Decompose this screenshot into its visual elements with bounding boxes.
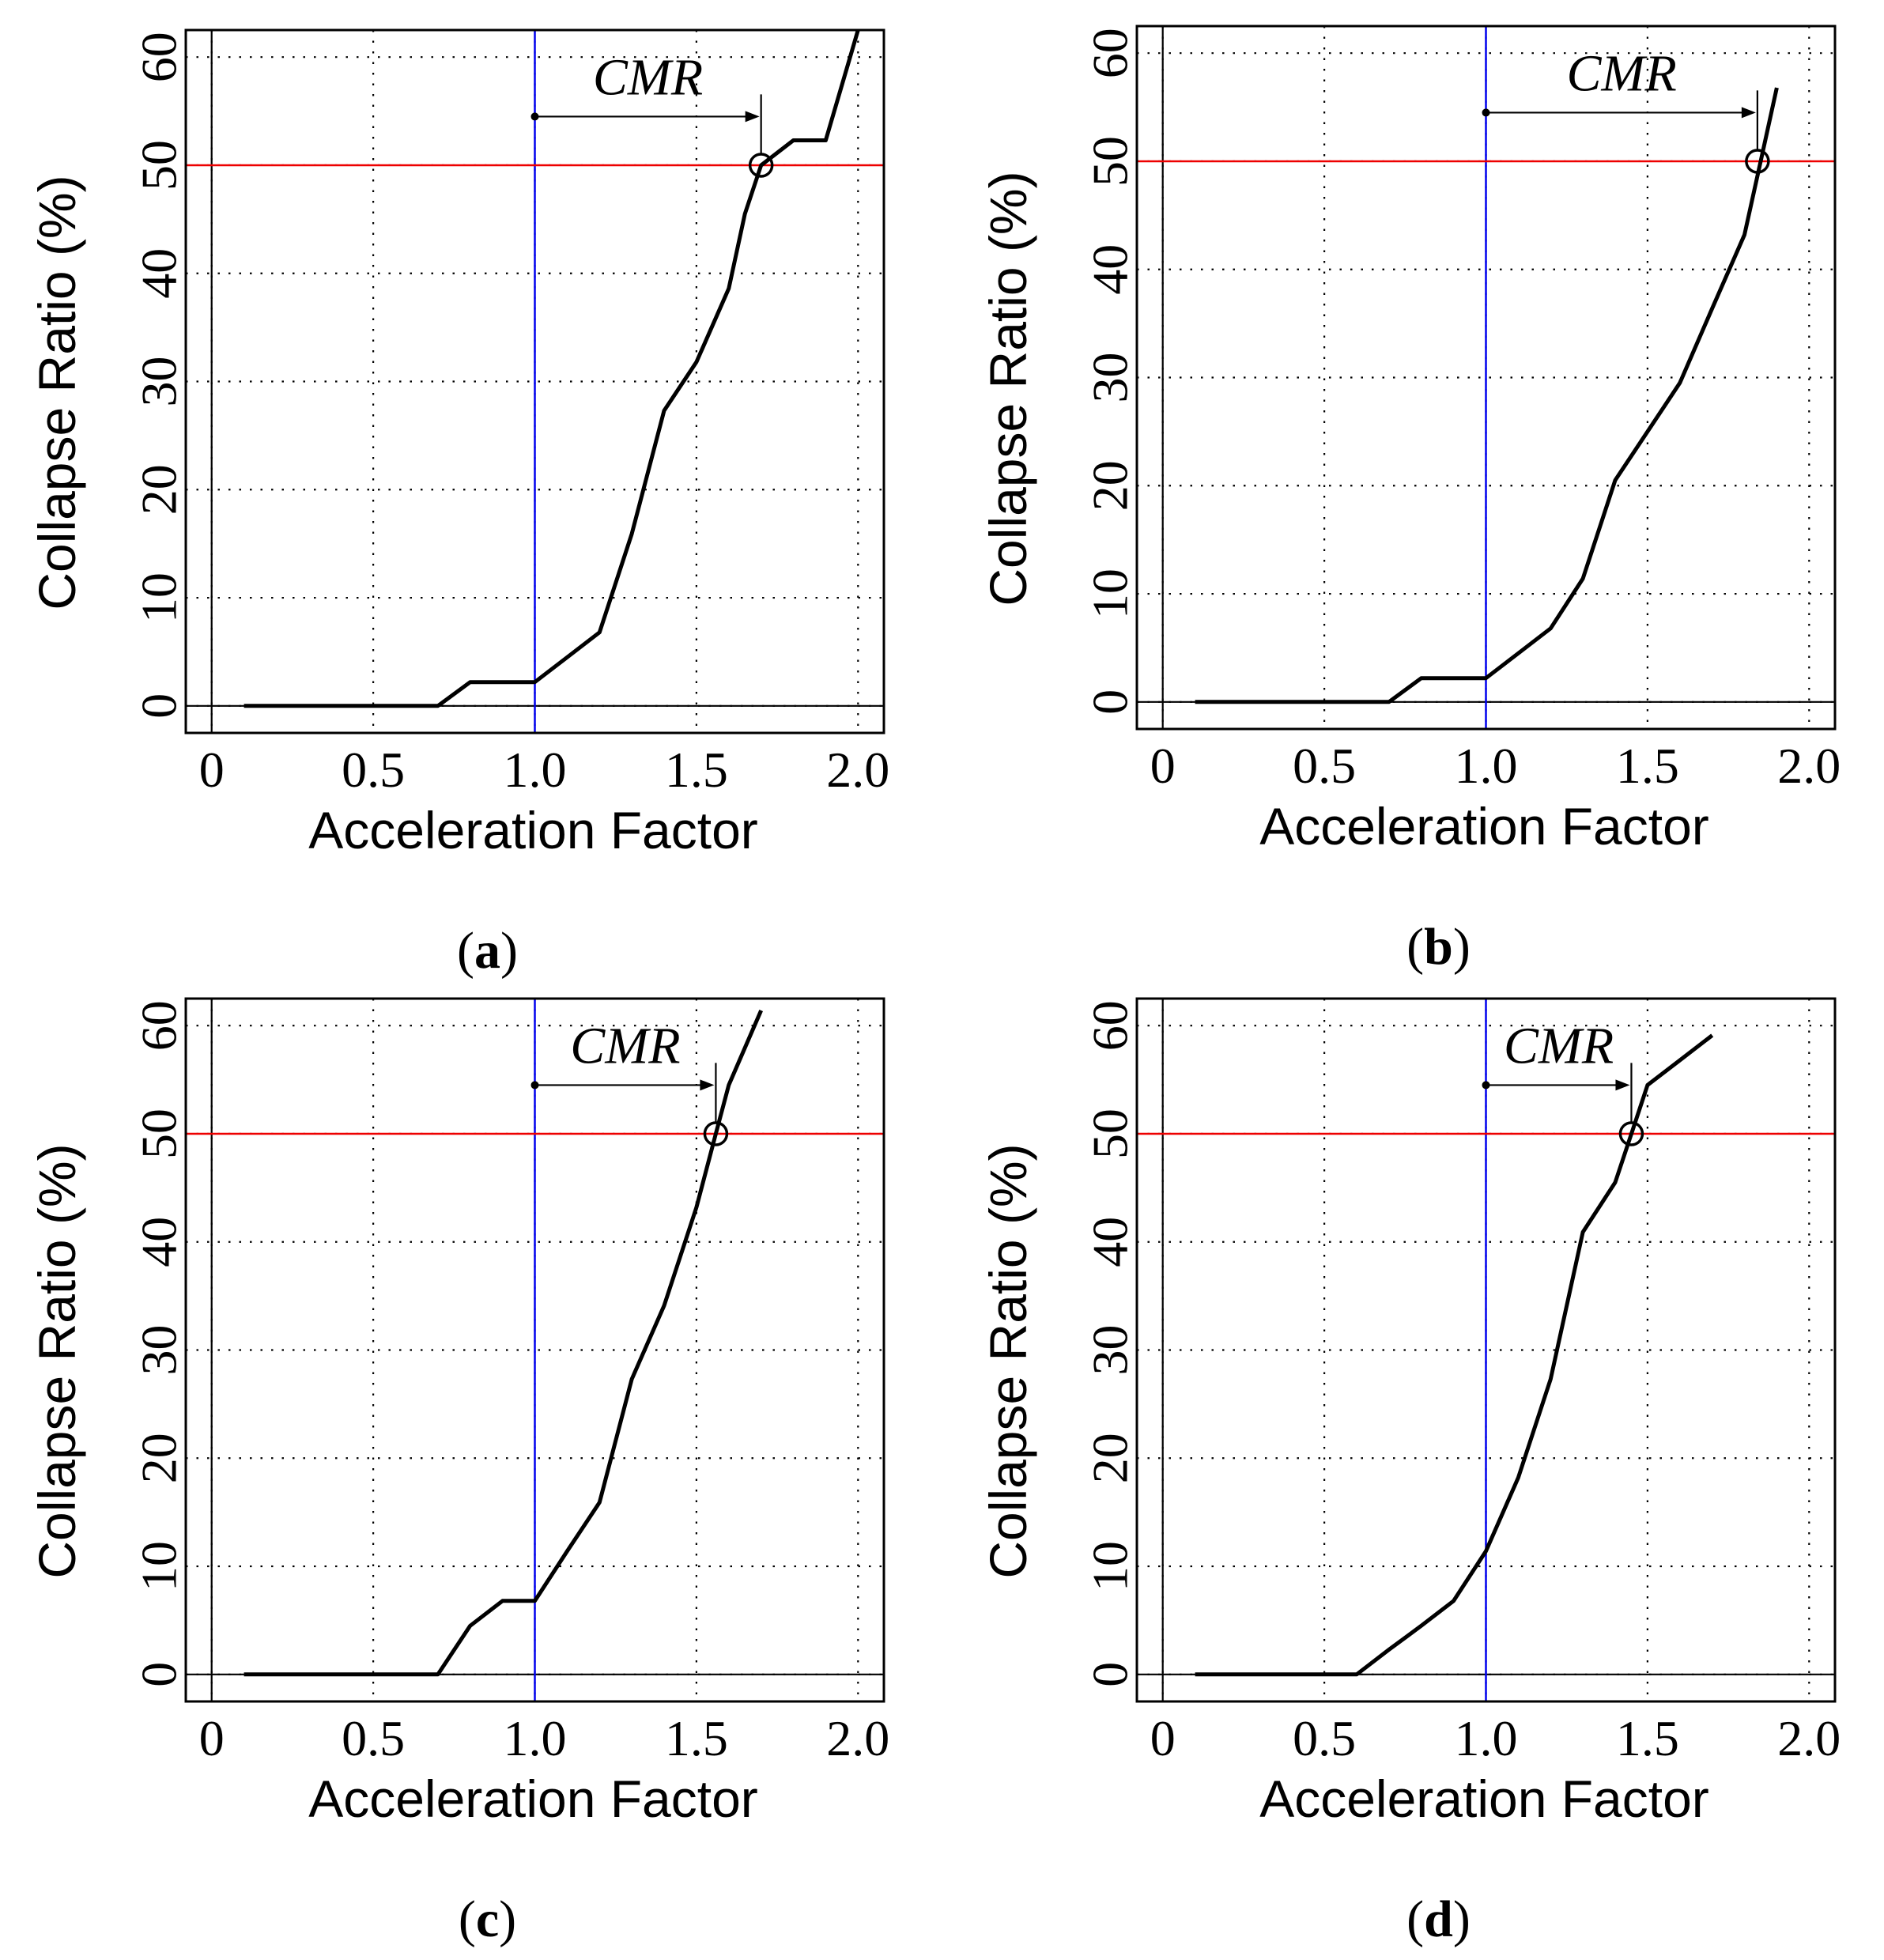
y-tick-label: 40 (131, 1217, 187, 1267)
x-tick-label: 0.5 (1293, 1710, 1356, 1766)
y-tick-label: 10 (131, 572, 187, 623)
y-tick-label: 30 (131, 357, 187, 407)
x-tick-label: 1.5 (665, 742, 728, 798)
x-tick-label: 1.5 (665, 1710, 728, 1766)
y-tick-label: 20 (131, 464, 187, 515)
cmr-arrow-head (1615, 1079, 1630, 1091)
y-tick-label: 40 (1082, 244, 1138, 295)
y-tick-label: 30 (131, 1325, 187, 1376)
cmr-intersection-marker (1618, 1121, 1644, 1146)
x-axis-title: Acceleration Factor (1259, 1769, 1709, 1828)
y-tick-label: 0 (131, 1662, 187, 1687)
y-axis-title: Collapse Ratio (%) (28, 175, 86, 610)
y-tick-label: 60 (131, 32, 187, 82)
y-axis-title: Collapse Ratio (%) (979, 1143, 1037, 1578)
x-tick-label: 1.5 (1616, 1710, 1679, 1766)
chart-panel-b: CMR 0 0.5 1.0 1.5 2.0 0 10 20 30 40 50 60 Acceleratio… (979, 25, 1841, 976)
panel-label: (a) (457, 922, 518, 980)
x-tick-label: 1.5 (1616, 738, 1679, 794)
data-series-line (1195, 87, 1779, 704)
y-tick-label: 10 (1082, 568, 1138, 619)
x-axis-title: Acceleration Factor (308, 1769, 758, 1828)
y-tick-label: 40 (1082, 1217, 1138, 1267)
y-tick-label: 20 (1082, 460, 1138, 511)
panel-label: (d) (1406, 1890, 1471, 1948)
cmr-intersection-marker (703, 1121, 729, 1146)
panel-letter: b (1424, 918, 1453, 976)
x-tick-label: 0.5 (1293, 738, 1356, 794)
y-tick-label: 50 (131, 140, 187, 191)
y-tick-label: 50 (1082, 1108, 1138, 1159)
plot-frame (184, 28, 885, 735)
y-tick-label: 30 (1082, 1325, 1138, 1376)
cmr-label: CMR (1567, 44, 1677, 102)
cmr-label: CMR (593, 48, 703, 106)
y-tick-label: 0 (1082, 1662, 1138, 1687)
y-tick-label: 40 (131, 248, 187, 299)
x-tick-label: 0.5 (342, 742, 405, 798)
cmr-label: CMR (1504, 1017, 1614, 1074)
y-tick-label: 0 (1082, 689, 1138, 715)
plot-frame (184, 997, 885, 1703)
y-axis-title: Collapse Ratio (%) (28, 1143, 86, 1578)
y-tick-label: 0 (131, 693, 187, 719)
cmr-intersection-marker (748, 153, 774, 178)
x-tick-label: 1.0 (1455, 738, 1518, 794)
y-tick-label: 50 (1082, 136, 1138, 187)
y-axis-title: Collapse Ratio (%) (979, 171, 1037, 606)
cmr-arrow-head (1741, 107, 1756, 119)
y-tick-label: 30 (1082, 353, 1138, 403)
x-tick-label: 2.0 (826, 1710, 889, 1766)
y-tick-label: 20 (1082, 1433, 1138, 1483)
cmr-intersection-marker (1745, 149, 1770, 174)
x-tick-label: 0 (1150, 738, 1176, 794)
x-tick-label: 1.0 (504, 742, 567, 798)
y-tick-label: 20 (131, 1433, 187, 1483)
x-axis-title: Acceleration Factor (308, 801, 758, 859)
plot-frame (1135, 25, 1837, 731)
y-tick-label: 60 (1082, 28, 1138, 78)
chart-panel-c: CMR 0 0.5 1.0 1.5 2.0 0 10 20 30 40 50 60 Acceleratio… (28, 997, 889, 1948)
panel-label: (b) (1406, 918, 1471, 976)
x-tick-label: 0.5 (342, 1710, 405, 1766)
y-tick-label: 10 (131, 1541, 187, 1592)
x-tick-label: 2.0 (1777, 1710, 1841, 1766)
y-tick-label: 10 (1082, 1541, 1138, 1592)
y-tick-label: 60 (1082, 1000, 1138, 1051)
x-tick-label: 1.0 (1455, 1710, 1518, 1766)
x-tick-label: 2.0 (1777, 738, 1841, 794)
cmr-arrow-head (745, 111, 760, 123)
y-tick-label: 50 (131, 1108, 187, 1159)
y-tick-label: 60 (131, 1000, 187, 1051)
x-axis-title: Acceleration Factor (1259, 797, 1709, 855)
x-tick-label: 0 (1150, 1710, 1176, 1766)
panel-letter: d (1424, 1890, 1453, 1948)
panel-letter: a (474, 922, 500, 980)
chart-panel-a: CMR 0 0.5 1.0 1.5 2.0 0 10 20 30 40 50 60 Acceleratio… (28, 28, 889, 980)
panel-label: (c) (459, 1890, 516, 1948)
data-series-line (1195, 1033, 1714, 1677)
x-tick-label: 2.0 (826, 742, 889, 798)
cmr-label: CMR (570, 1017, 680, 1074)
panel-letter: c (476, 1890, 499, 1948)
x-tick-label: 1.0 (504, 1710, 567, 1766)
plot-frame (1135, 997, 1837, 1703)
data-series-line (244, 30, 860, 708)
chart-panel-d: CMR 0 0.5 1.0 1.5 2.0 0 10 20 30 40 50 60 Acceleratio… (979, 997, 1841, 1948)
cmr-arrow-head (700, 1079, 715, 1091)
data-series-line (244, 1010, 763, 1677)
x-tick-label: 0 (199, 742, 225, 798)
x-tick-label: 0 (199, 1710, 225, 1766)
